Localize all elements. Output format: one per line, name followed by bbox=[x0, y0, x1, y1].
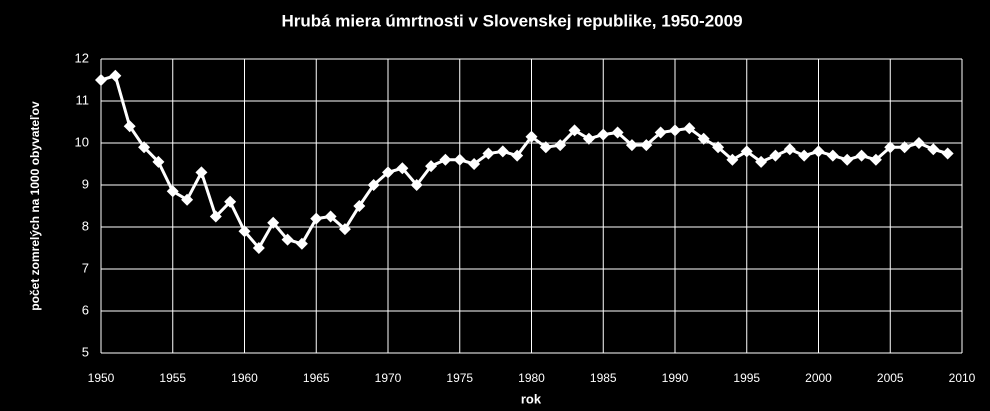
marker bbox=[238, 225, 251, 238]
marker bbox=[869, 153, 882, 166]
marker bbox=[453, 153, 466, 166]
marker bbox=[826, 149, 839, 162]
marker bbox=[181, 193, 194, 206]
marker bbox=[712, 141, 725, 154]
marker bbox=[740, 145, 753, 158]
marker bbox=[295, 237, 308, 250]
marker bbox=[927, 143, 940, 156]
x-tick-label: 1965 bbox=[303, 371, 330, 385]
marker bbox=[209, 210, 222, 223]
marker bbox=[812, 145, 825, 158]
marker bbox=[281, 233, 294, 246]
marker bbox=[310, 212, 323, 225]
marker bbox=[568, 124, 581, 137]
y-tick-label: 10 bbox=[75, 134, 89, 149]
marker bbox=[625, 139, 638, 152]
marker bbox=[669, 124, 681, 137]
marker bbox=[654, 126, 667, 139]
marker bbox=[324, 210, 337, 223]
x-axis-label: rok bbox=[521, 391, 542, 406]
y-tick-label: 5 bbox=[82, 344, 89, 359]
marker bbox=[166, 185, 179, 198]
marker bbox=[482, 147, 495, 160]
marker bbox=[138, 141, 151, 154]
x-tick-label: 1985 bbox=[590, 371, 617, 385]
x-tick-label: 1950 bbox=[88, 371, 115, 385]
chart-title: Hrubá miera úmrtnosti v Slovenskej repub… bbox=[281, 11, 742, 30]
marker bbox=[941, 147, 954, 160]
marker bbox=[769, 149, 782, 162]
marker bbox=[611, 126, 624, 139]
marker bbox=[224, 195, 237, 208]
marker bbox=[123, 120, 136, 133]
marker bbox=[755, 155, 768, 168]
x-tick-label: 1995 bbox=[733, 371, 760, 385]
marker bbox=[382, 166, 394, 179]
marker bbox=[109, 69, 122, 82]
marker bbox=[640, 139, 653, 152]
marker bbox=[554, 139, 567, 152]
y-tick-label: 7 bbox=[82, 260, 89, 275]
marker bbox=[267, 216, 280, 229]
marker bbox=[95, 74, 107, 86]
marker bbox=[884, 141, 897, 154]
marker bbox=[783, 143, 796, 156]
marker bbox=[338, 223, 351, 236]
marker bbox=[683, 122, 696, 135]
marker bbox=[798, 149, 811, 162]
marker bbox=[396, 162, 409, 175]
marker bbox=[855, 149, 868, 162]
marker bbox=[367, 179, 380, 191]
marker bbox=[525, 130, 538, 143]
marker bbox=[410, 179, 423, 191]
x-tick-label: 1970 bbox=[375, 371, 402, 385]
x-tick-label: 2005 bbox=[877, 371, 904, 385]
marker bbox=[252, 242, 265, 254]
marker bbox=[195, 166, 208, 179]
marker bbox=[496, 145, 509, 158]
y-tick-label: 11 bbox=[76, 92, 90, 107]
marker bbox=[912, 137, 925, 149]
marker bbox=[152, 155, 165, 168]
marker bbox=[353, 200, 366, 212]
marker bbox=[425, 160, 438, 173]
x-tick-label: 1980 bbox=[518, 371, 545, 385]
marker bbox=[439, 153, 452, 166]
marker bbox=[697, 132, 710, 145]
marker bbox=[468, 158, 481, 170]
x-tick-label: 1990 bbox=[662, 371, 689, 385]
marker bbox=[841, 153, 854, 166]
marker bbox=[582, 132, 595, 145]
marker bbox=[511, 149, 524, 162]
y-axis-label: počet zomrelých na 1000 obyvateľov bbox=[28, 101, 42, 311]
x-tick-label: 1975 bbox=[446, 371, 473, 385]
marker bbox=[898, 141, 911, 154]
y-tick-label: 9 bbox=[82, 176, 89, 191]
marker bbox=[539, 141, 552, 154]
x-tick-label: 2000 bbox=[805, 371, 832, 385]
y-tick-label: 8 bbox=[82, 218, 89, 233]
marker bbox=[597, 128, 610, 141]
y-tick-label: 6 bbox=[82, 302, 89, 317]
x-tick-label: 1955 bbox=[159, 371, 186, 385]
marker bbox=[726, 153, 739, 166]
x-tick-label: 2010 bbox=[949, 371, 976, 385]
y-tick-label: 12 bbox=[75, 50, 89, 65]
x-tick-label: 1960 bbox=[231, 371, 258, 385]
